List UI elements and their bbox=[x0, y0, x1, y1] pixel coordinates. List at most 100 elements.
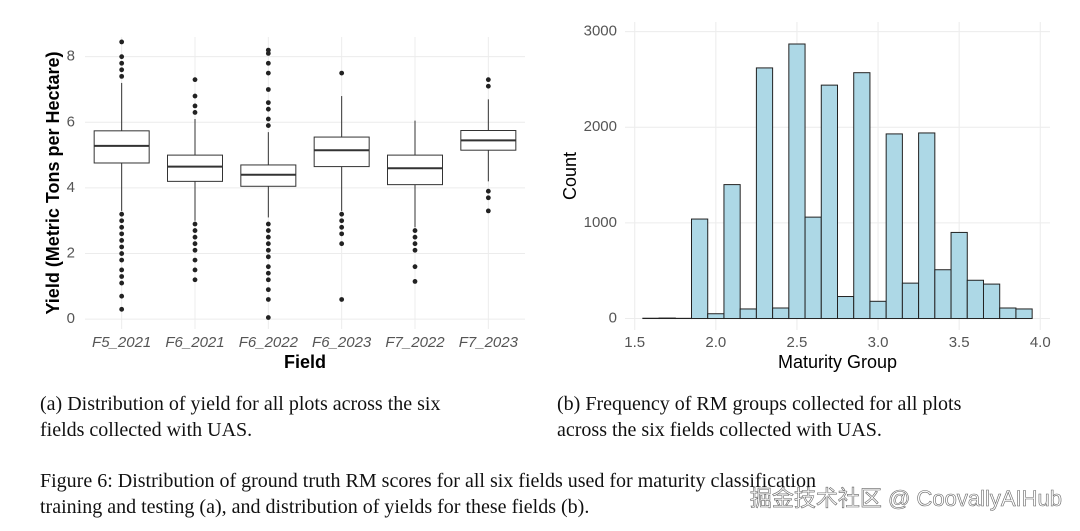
figure-caption: Figure 6: Distribution of ground truth R… bbox=[40, 470, 816, 492]
bar bbox=[739, 308, 757, 320]
outlier bbox=[192, 103, 198, 109]
outlier bbox=[265, 234, 271, 240]
outlier bbox=[119, 73, 125, 79]
outlier bbox=[265, 247, 271, 253]
outlier bbox=[339, 211, 345, 217]
x-tick-label: 2.5 bbox=[787, 334, 808, 351]
outlier bbox=[339, 241, 345, 247]
bar bbox=[901, 282, 920, 320]
outlier bbox=[485, 83, 491, 89]
y-tick-label: 2000 bbox=[584, 118, 617, 135]
outlier bbox=[412, 234, 418, 240]
x-tick-label: 2.0 bbox=[705, 334, 726, 351]
outlier bbox=[119, 238, 125, 243]
outlier bbox=[119, 39, 125, 45]
x-axis-label: Field bbox=[284, 352, 326, 372]
bar bbox=[804, 216, 822, 320]
outlier bbox=[265, 287, 271, 293]
y-tick-label: 2 bbox=[67, 245, 75, 262]
x-tick-label: F6_2021 bbox=[165, 334, 224, 351]
outlier bbox=[119, 67, 125, 73]
outlier bbox=[265, 254, 271, 260]
outlier bbox=[339, 297, 345, 302]
y-tick-label: 3000 bbox=[584, 23, 617, 40]
caption-b: across the six fields collected with UAS… bbox=[557, 419, 882, 441]
x-tick-label: F7_2022 bbox=[385, 334, 445, 351]
outlier bbox=[265, 70, 271, 76]
bar bbox=[999, 307, 1017, 320]
outlier bbox=[192, 277, 198, 283]
outlier bbox=[119, 274, 125, 279]
outlier bbox=[265, 221, 271, 227]
y-axis-label: Count bbox=[560, 152, 580, 200]
outlier bbox=[119, 257, 125, 263]
outlier bbox=[485, 188, 491, 194]
outlier bbox=[192, 93, 198, 99]
outlier bbox=[192, 221, 198, 227]
outlier bbox=[119, 267, 125, 273]
x-tick-label: 3.5 bbox=[949, 334, 970, 351]
bar bbox=[918, 132, 936, 320]
bar bbox=[885, 133, 903, 320]
outlier bbox=[265, 315, 271, 320]
outlier bbox=[192, 228, 198, 233]
outlier bbox=[119, 251, 125, 256]
outlier bbox=[265, 264, 271, 270]
outlier bbox=[119, 211, 125, 217]
x-axis-label: Maturity Group bbox=[778, 352, 897, 372]
outlier bbox=[265, 123, 271, 128]
outlier bbox=[485, 208, 491, 214]
outlier bbox=[412, 264, 418, 270]
x-tick-label: F5_2021 bbox=[92, 334, 151, 351]
outlier bbox=[265, 241, 271, 247]
outlier bbox=[412, 228, 418, 233]
caption-a: fields collected with UAS. bbox=[40, 419, 252, 441]
bar bbox=[707, 313, 725, 320]
bar bbox=[966, 279, 984, 320]
caption-a: (a) Distribution of yield for all plots … bbox=[40, 393, 440, 415]
outlier bbox=[119, 306, 125, 312]
outlier bbox=[485, 195, 491, 201]
outlier bbox=[265, 297, 271, 302]
caption-b: (b) Frequency of RM groups collected for… bbox=[557, 393, 962, 415]
outlier bbox=[265, 47, 271, 53]
outlier bbox=[192, 234, 198, 240]
bar bbox=[788, 43, 806, 320]
outlier bbox=[119, 60, 125, 66]
x-tick-label: 4.0 bbox=[1030, 334, 1051, 351]
outlier bbox=[119, 231, 125, 237]
figure-caption: training and testing (a), and distributi… bbox=[40, 496, 589, 518]
x-tick-label: F6_2023 bbox=[312, 334, 372, 351]
outlier bbox=[192, 241, 198, 247]
outlier bbox=[339, 70, 345, 76]
outlier bbox=[339, 231, 345, 237]
outlier bbox=[119, 293, 125, 299]
y-tick-label: 1000 bbox=[584, 214, 617, 231]
bar bbox=[869, 300, 887, 320]
bar bbox=[755, 67, 774, 320]
bar bbox=[772, 307, 790, 320]
outlier bbox=[192, 257, 198, 263]
box bbox=[387, 154, 443, 186]
bar bbox=[982, 283, 1001, 320]
outlier bbox=[119, 224, 125, 230]
outlier bbox=[265, 116, 271, 122]
y-tick-label: 6 bbox=[67, 113, 75, 130]
outlier bbox=[265, 87, 271, 92]
outlier bbox=[265, 100, 271, 106]
outlier bbox=[119, 218, 125, 224]
outlier bbox=[265, 270, 271, 276]
x-tick-label: F6_2022 bbox=[239, 334, 299, 351]
box bbox=[313, 136, 370, 168]
outlier bbox=[119, 54, 125, 60]
y-tick-label: 4 bbox=[67, 179, 75, 196]
outlier bbox=[192, 77, 198, 83]
outlier bbox=[192, 267, 198, 273]
bar bbox=[837, 296, 855, 320]
outlier bbox=[339, 218, 345, 224]
outlier bbox=[412, 241, 418, 247]
bar bbox=[934, 269, 952, 320]
y-tick-label: 8 bbox=[67, 48, 75, 65]
outlier bbox=[485, 77, 491, 83]
